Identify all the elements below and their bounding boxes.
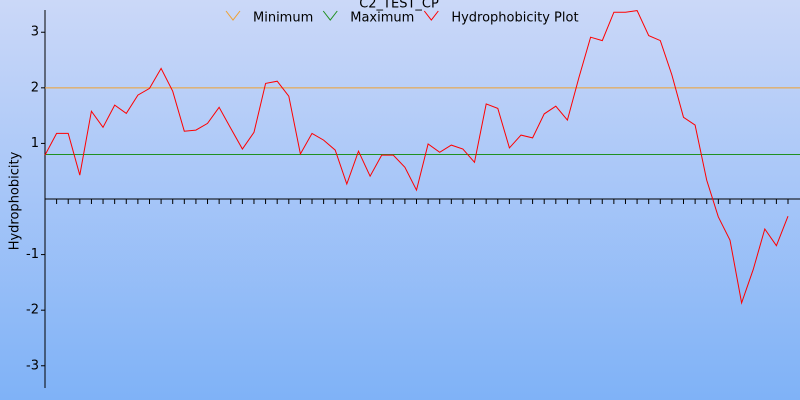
chart-title: C2_TEST_CP [359, 0, 439, 12]
data-line [44, 10, 789, 305]
legend-marker [225, 10, 241, 21]
legend-label: Hydrophobicity Plot [451, 11, 578, 26]
y-tick-label: -1 [26, 247, 39, 262]
y-tick-label: -2 [26, 303, 39, 318]
legend-label: Minimum [253, 11, 313, 26]
legend-marker [423, 10, 439, 21]
y-tick-label: 2 [31, 80, 39, 95]
legend-label: Maximum [350, 11, 414, 26]
legend: Minimum Maximum Hydrophobicity Plot [225, 10, 579, 26]
y-tick-label: 3 [31, 25, 39, 40]
y-axis-label: Hydrophobicity [8, 151, 23, 250]
legend-marker [322, 10, 338, 21]
y-tick-label: -3 [26, 358, 39, 373]
y-tick-label: 1 [31, 136, 39, 151]
